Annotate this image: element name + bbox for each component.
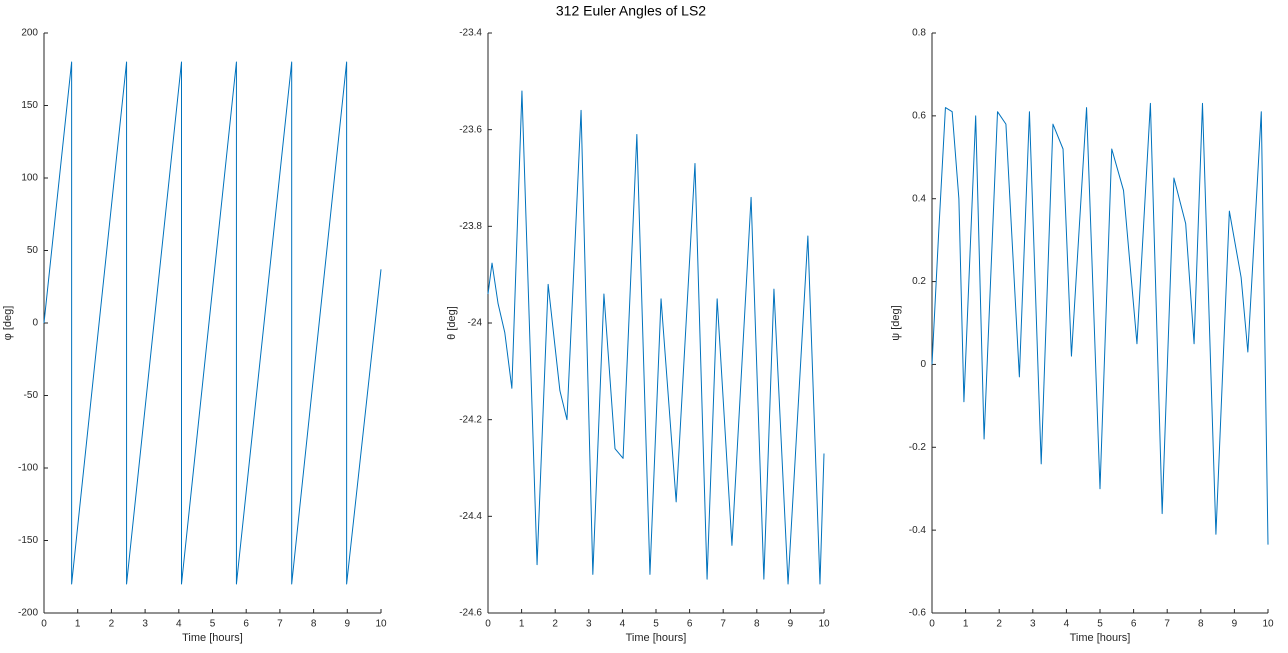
- y-tick-label: 50: [27, 245, 39, 256]
- x-tick-label: 5: [653, 619, 659, 630]
- y-tick-label: -24.2: [459, 414, 482, 425]
- x-axis-label: Time [hours]: [626, 632, 687, 644]
- x-tick-label: 9: [345, 619, 351, 630]
- x-tick-label: 5: [210, 619, 216, 630]
- x-tick-label: 6: [687, 619, 693, 630]
- x-tick-label: 2: [552, 619, 558, 630]
- y-tick-label: 200: [21, 28, 38, 39]
- data-line: [487, 90, 825, 585]
- x-tick-label: 8: [1198, 619, 1204, 630]
- y-tick-label: 0: [32, 318, 38, 329]
- x-tick-label: 2: [109, 619, 115, 630]
- y-tick-label: -0.4: [909, 525, 927, 536]
- y-tick-label: -24.6: [459, 608, 482, 619]
- y-axis-label: φ [deg]: [2, 306, 14, 341]
- y-tick-label: -0.2: [909, 442, 927, 453]
- x-tick-label: 3: [586, 619, 592, 630]
- y-tick-label: 150: [21, 100, 38, 111]
- x-tick-label: 0: [485, 619, 491, 630]
- x-tick-label: 10: [375, 619, 387, 630]
- y-tick-label: -24.4: [459, 511, 482, 522]
- data-line: [43, 61, 382, 585]
- x-tick-label: 1: [519, 619, 525, 630]
- x-tick-label: 0: [41, 619, 47, 630]
- y-tick-label: -200: [18, 608, 38, 619]
- x-tick-label: 3: [142, 619, 148, 630]
- x-tick-label: 7: [277, 619, 283, 630]
- y-tick-label: -100: [18, 463, 38, 474]
- x-tick-label: 7: [1164, 619, 1170, 630]
- x-tick-label: 5: [1097, 619, 1103, 630]
- figure-title: 312 Euler Angles of LS2: [556, 3, 706, 19]
- x-tick-label: 7: [720, 619, 726, 630]
- x-tick-label: 2: [996, 619, 1002, 630]
- x-tick-label: 3: [1030, 619, 1036, 630]
- y-tick-label: -0.6: [909, 608, 927, 619]
- y-tick-label: 100: [21, 173, 38, 184]
- x-tick-label: 0: [929, 619, 935, 630]
- y-tick-label: -24: [468, 318, 483, 329]
- x-tick-label: 1: [75, 619, 81, 630]
- y-axis-label: ψ [deg]: [890, 305, 902, 340]
- x-axis-label: Time [hours]: [182, 632, 243, 644]
- x-tick-label: 6: [1131, 619, 1137, 630]
- x-tick-label: 10: [818, 619, 830, 630]
- y-tick-label: 0.4: [912, 193, 926, 204]
- y-tick-label: -23.4: [459, 28, 482, 39]
- x-axis-label: Time [hours]: [1070, 632, 1131, 644]
- y-tick-label: 0.6: [912, 110, 926, 121]
- x-tick-label: 9: [788, 619, 794, 630]
- y-tick-label: -23.6: [459, 124, 482, 135]
- data-line: [931, 102, 1269, 545]
- y-tick-label: 0.8: [912, 28, 926, 39]
- y-tick-label: 0.2: [912, 276, 926, 287]
- y-tick-label: -23.8: [459, 221, 482, 232]
- y-tick-label: -150: [18, 535, 38, 546]
- x-tick-label: 6: [243, 619, 249, 630]
- y-tick-label: -50: [24, 390, 39, 401]
- x-tick-label: 8: [754, 619, 760, 630]
- x-tick-label: 4: [176, 619, 182, 630]
- x-tick-label: 8: [311, 619, 317, 630]
- x-tick-label: 4: [620, 619, 626, 630]
- x-tick-label: 10: [1262, 619, 1274, 630]
- y-tick-label: 0: [920, 359, 926, 370]
- x-tick-label: 4: [1064, 619, 1070, 630]
- x-tick-label: 9: [1232, 619, 1238, 630]
- x-tick-label: 1: [963, 619, 969, 630]
- y-axis-label: θ [deg]: [446, 306, 458, 340]
